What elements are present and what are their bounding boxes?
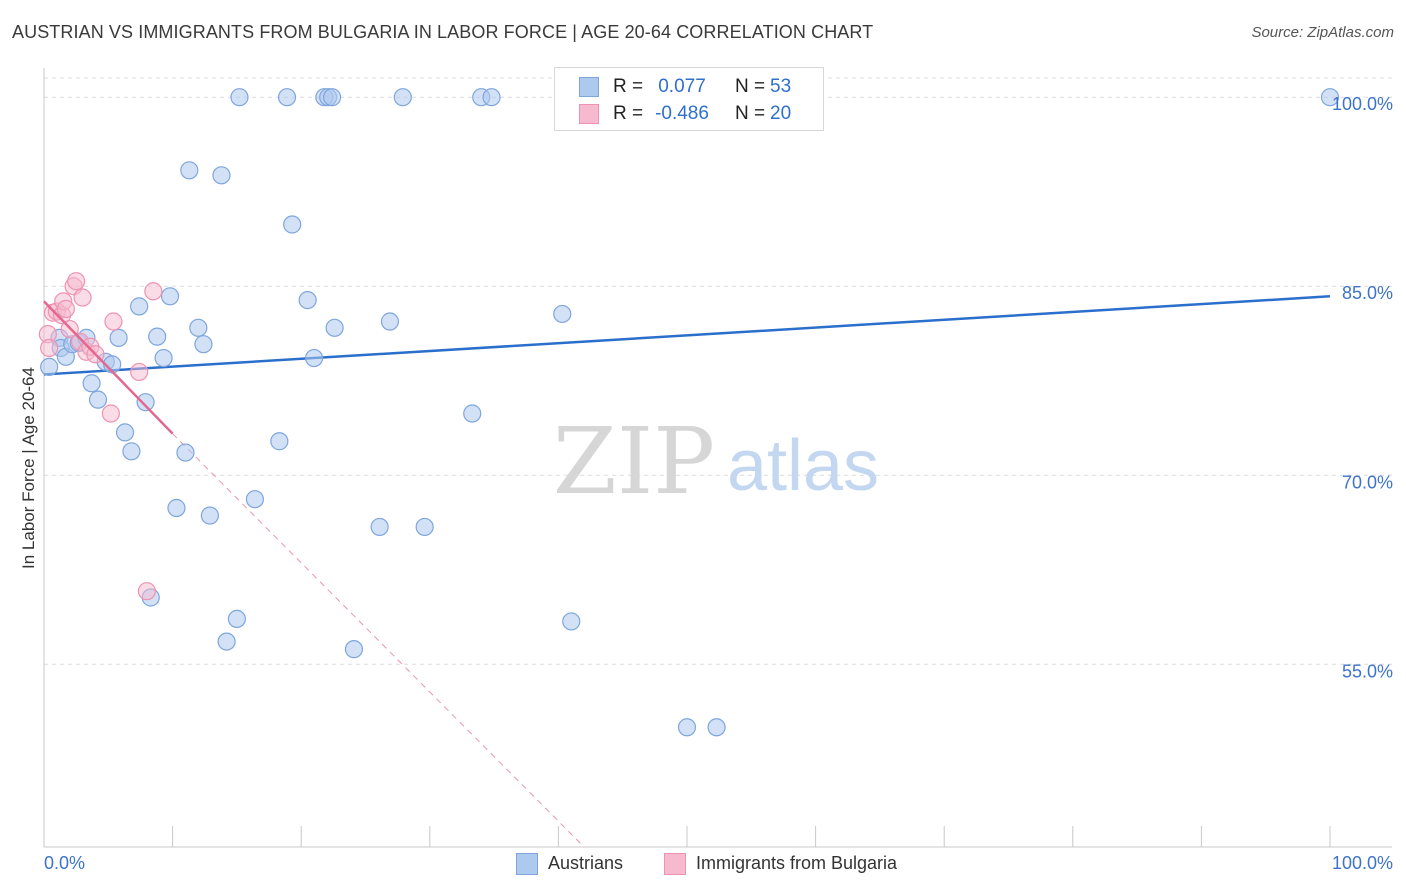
r-label: R = [613, 76, 644, 97]
austrians-point [370, 517, 389, 537]
austrians-point [707, 718, 726, 737]
y-axis-label: In Labor Force | Age 20-64 [19, 367, 38, 569]
x-tick-label: 0.0% [44, 853, 85, 873]
austrians-point [88, 390, 108, 409]
austrians-point [322, 88, 342, 107]
y-tick-label: 55.0% [1342, 661, 1393, 681]
data-points [38, 88, 1340, 737]
trend-lines [43, 295, 1331, 848]
austrians-point [227, 609, 246, 629]
austrians-point [230, 88, 249, 107]
axes [43, 68, 1392, 848]
bulgaria-point [101, 404, 120, 423]
watermark: ZIP atlas [553, 408, 879, 515]
austrians-point [298, 290, 317, 310]
austrians-point [325, 318, 344, 337]
austrians-point [200, 506, 219, 525]
bulgaria-point [144, 282, 163, 301]
bulgaria-trend-line [43, 300, 174, 435]
austrians-point [344, 640, 364, 659]
bulgaria-point [73, 288, 92, 307]
austrians-point [482, 88, 501, 107]
y-tick-label: 100.0% [1332, 94, 1393, 114]
austrians-legend-swatch [516, 853, 538, 875]
bulgaria-legend-swatch [664, 853, 686, 875]
austrians-point [194, 335, 213, 354]
austrians-point [167, 498, 186, 518]
r-value: 0.077 [658, 76, 706, 97]
austrians-point [130, 297, 149, 316]
bulgaria-trend-extrapolation [172, 433, 585, 848]
austrians-swatch [579, 77, 599, 97]
austrians-point [270, 432, 289, 451]
austrians-point [304, 348, 324, 368]
austrians-point [148, 327, 167, 346]
tick-labels: 55.0% 70.0% 85.0% 100.0% 0.0% 100.0% [44, 94, 1393, 873]
n-label: N = [735, 103, 766, 124]
austrians-point [415, 517, 434, 537]
austrians-point [277, 88, 297, 107]
bulgaria-point [130, 362, 149, 382]
bulgaria-point [104, 312, 123, 331]
x-tick-label: 100.0% [1332, 853, 1393, 873]
source-label: Source: ZipAtlas.com [1251, 24, 1394, 41]
y-tick-label: 85.0% [1342, 283, 1393, 303]
stats-legend: R = 0.077 N = 53 R = -0.486 N = 20 [554, 67, 824, 131]
y-tick-label: 70.0% [1342, 472, 1393, 492]
austrians-point [109, 328, 128, 347]
bulgaria-point [137, 582, 156, 601]
austrians-point [122, 442, 141, 461]
r-label: R = [613, 103, 644, 124]
austrians-point [380, 312, 400, 331]
austrians-point [189, 318, 208, 337]
bulgaria-point [67, 272, 86, 291]
austrians-point [160, 287, 180, 306]
n-value: 20 [770, 103, 792, 124]
austrians-point [562, 612, 581, 631]
austrians-point [115, 423, 135, 442]
austrians-point [176, 443, 195, 462]
n-value: 53 [770, 76, 792, 97]
austrians-legend-label: Austrians [548, 853, 624, 873]
austrians-point [677, 718, 697, 737]
n-label: N = [735, 76, 766, 97]
austrians-point [283, 215, 302, 234]
bulgaria-swatch [579, 104, 599, 124]
watermark-zip: ZIP [553, 408, 715, 515]
bulgaria-point [56, 299, 75, 319]
chart-title: AUSTRIAN VS IMMIGRANTS FROM BULGARIA IN … [12, 22, 874, 42]
r-value: -0.486 [655, 103, 709, 124]
austrians-trend-line [43, 295, 1331, 376]
bulgaria-point [40, 338, 59, 358]
austrians-point [553, 304, 572, 324]
austrians-point [393, 88, 412, 107]
austrians-point [245, 490, 265, 509]
watermark-atlas: atlas [727, 426, 879, 506]
bulgaria-legend-label: Immigrants from Bulgaria [696, 853, 898, 873]
austrians-point [154, 348, 173, 368]
austrians-point [82, 374, 101, 393]
austrians-point [463, 404, 482, 423]
austrians-point [136, 393, 155, 412]
austrians-point [180, 161, 199, 180]
austrians-point [40, 357, 59, 376]
grid-lines [44, 77, 1392, 665]
austrians-point [217, 632, 236, 651]
austrians-point [212, 166, 231, 185]
austrians-point [1320, 88, 1340, 107]
